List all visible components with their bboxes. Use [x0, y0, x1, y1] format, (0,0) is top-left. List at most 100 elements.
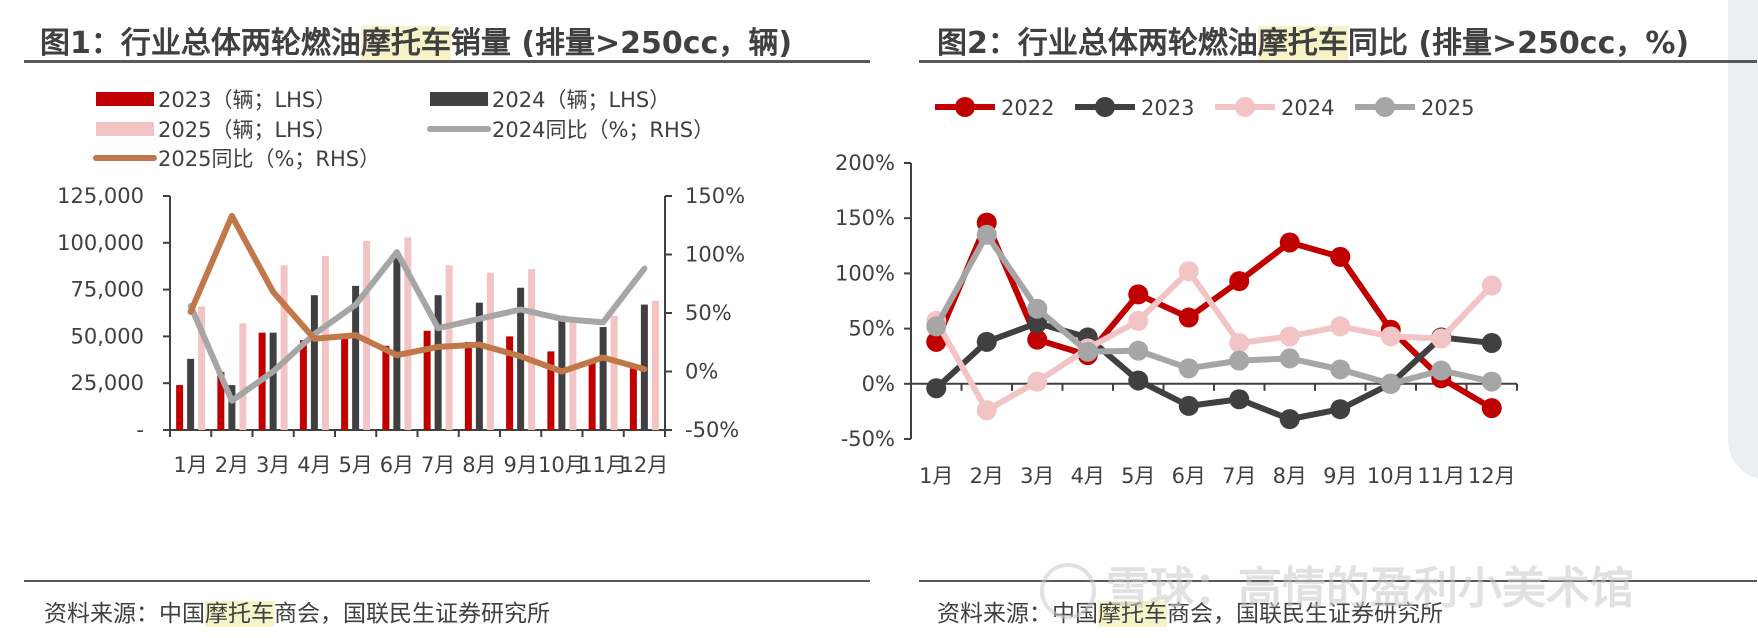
chart1-bar-2024 — [352, 285, 360, 430]
chart2-x-tick-label: 4月 — [1071, 464, 1105, 488]
chart1-left-tick-label: - — [136, 418, 144, 442]
chart1-x-tick-label: 12月 — [621, 453, 669, 477]
chart1-x-tick-label: 7月 — [421, 453, 455, 477]
chart2-legend-label: 2022 — [1001, 96, 1054, 120]
chart2-y-tick-label: 50% — [848, 317, 895, 341]
chart1-bar-2024 — [228, 385, 236, 430]
chart1-bar-2024 — [599, 327, 607, 430]
chart2-x-tick-label: 10月 — [1367, 464, 1415, 488]
chart2-y-tick-label: -50% — [841, 427, 895, 451]
chart2-point-2023 — [1229, 389, 1250, 410]
chart1-x-tick-label: 9月 — [503, 453, 537, 477]
chart1-right-tick-label: 100% — [685, 243, 745, 267]
chart2-point-2024 — [976, 400, 997, 421]
chart2-point-2023 — [1330, 399, 1351, 420]
chart1-left-tick-label: 125,000 — [57, 184, 144, 208]
chart2-x-tick-label: 9月 — [1323, 464, 1357, 488]
chart2-point-2023 — [1128, 370, 1149, 391]
chart2-legend-marker — [1235, 97, 1255, 117]
chart1-source-highlight: 摩托车 — [205, 601, 274, 627]
chart1-bar-2025 — [486, 272, 494, 430]
chart1-bar-2025 — [610, 315, 618, 430]
chart1-right-tick-label: 0% — [685, 360, 718, 384]
chart1-bar-2023 — [629, 366, 637, 430]
chart2-point-2023 — [926, 378, 947, 399]
chart1-bar-2023 — [299, 340, 307, 430]
chart1-x-tick-label: 5月 — [338, 453, 372, 477]
chart1-bar-2023 — [341, 336, 349, 430]
chart2-y-tick-label: 100% — [835, 261, 895, 285]
chart1-left-tick-label: 25,000 — [71, 371, 144, 395]
chart2-point-2025 — [1229, 350, 1250, 371]
chart1-legend-swatch — [96, 92, 154, 106]
chart1-bar-2025 — [651, 300, 659, 430]
chart2-point-2024 — [1279, 326, 1300, 347]
chart2-legend-marker — [955, 97, 975, 117]
chart2-title-highlight: 摩托车 — [1257, 26, 1348, 61]
snowball-logo-icon — [1040, 563, 1096, 619]
chart2-x-tick-label: 7月 — [1222, 464, 1256, 488]
watermark-text: 雪球：高情的盈利小美术馆 — [1106, 563, 1634, 614]
chart2-point-2024 — [1330, 316, 1351, 337]
chart1-left-tick-label: 75,000 — [71, 278, 144, 302]
chart2-point-2025 — [1077, 341, 1098, 362]
chart1-x-tick-label: 11月 — [579, 453, 627, 477]
chart2-point-2025 — [1431, 360, 1452, 381]
chart2-point-2025 — [976, 224, 997, 245]
chart2-source-b: 商会，国联民生证券研究所 — [1167, 601, 1443, 627]
chart1-bar-2023 — [176, 385, 184, 430]
chart2-legend-label: 2025 — [1421, 96, 1474, 120]
chart-panel-1: 图1：行业总体两轮燃油摩托车销量 (排量>250cc，辆) -25,000 50,… — [24, 18, 870, 628]
chart1-legend-label: 2024（辆；LHS） — [492, 88, 670, 112]
chart1-bar-2023 — [464, 342, 472, 430]
chart2-point-2022 — [1279, 232, 1300, 253]
chart1-right-tick-label: -50% — [685, 418, 739, 442]
chart1-source-a: 资料来源：中国 — [44, 601, 205, 627]
chart2-point-2025 — [1330, 359, 1351, 380]
chart1-bar-2023 — [506, 336, 514, 430]
chart2-point-2024 — [1431, 328, 1452, 349]
chart2-point-2024 — [1178, 261, 1199, 282]
chart2-title-a: 图2：行业总体两轮燃油 — [937, 26, 1258, 61]
chart1-title-a: 图1：行业总体两轮燃油 — [40, 26, 361, 61]
chart2-x-tick-label: 8月 — [1273, 464, 1307, 488]
chart1-x-tick-label: 4月 — [297, 453, 331, 477]
side-tab[interactable] — [1728, 0, 1758, 480]
chart1-bar-2025 — [404, 237, 412, 430]
chart1-svg: - 25,000 50,000 75,000 100,000 125,000 -50% 0% 5… — [57, 88, 745, 477]
chart2-point-2024 — [1229, 332, 1250, 353]
chart1-title: 图1：行业总体两轮燃油摩托车销量 (排量>250cc，辆) — [40, 18, 792, 62]
chart2-point-2025 — [1178, 358, 1199, 379]
chart1-bar-2025 — [239, 323, 247, 430]
chart2-point-2025 — [1279, 348, 1300, 369]
chart2-x-tick-label: 6月 — [1172, 464, 1206, 488]
chart1-bar-2023 — [423, 330, 431, 430]
chart1-left-tick-label: 100,000 — [57, 231, 144, 255]
chart2-top-rule — [919, 60, 1757, 63]
chart-panel-2: 图2：行业总体两轮燃油摩托车同比 (排量>250cc，%) -50% 0% 50% 1… — [835, 0, 1758, 638]
chart1-legend-swatch — [96, 122, 154, 136]
chart1-line-2024 — [187, 249, 648, 404]
chart2-point-2022 — [1229, 271, 1250, 292]
chart1-x-tick-label: 1月 — [173, 453, 207, 477]
chart1-right-tick-label: 50% — [685, 301, 732, 325]
chart2-svg: -50% 0% 50% 100% 150% 200% 1月 2月 3月 4月 5月 6月 7月 8月 9月 1… — [835, 96, 1518, 488]
chart2-point-2024 — [1380, 326, 1401, 347]
chart1-x-tick-label: 8月 — [462, 453, 496, 477]
chart2-x-tick-label: 1月 — [919, 464, 953, 488]
chart1-bar-2025 — [569, 317, 577, 430]
chart1-x-tick-label: 2月 — [215, 453, 249, 477]
chart2-point-2024 — [1128, 310, 1149, 331]
chart2-point-2023 — [1481, 332, 1502, 353]
chart2-y-tick-label: 0% — [862, 372, 895, 396]
chart2-source: 资料来源：中国摩托车商会，国联民生证券研究所 — [937, 594, 1443, 628]
chart2-title-b: 同比 (排量>250cc，%) — [1347, 26, 1690, 61]
chart1-bar-2025 — [198, 306, 206, 430]
chart1-legend-swatch — [430, 92, 488, 106]
chart2-point-2022 — [926, 331, 947, 352]
chart1-bar-2023 — [547, 351, 555, 430]
chart1-source: 资料来源：中国摩托车商会，国联民生证券研究所 — [44, 594, 550, 628]
chart2-x-tick-label: 3月 — [1020, 464, 1054, 488]
chart1-top-rule — [24, 60, 870, 63]
chart1-x-tick-label: 10月 — [538, 453, 586, 477]
